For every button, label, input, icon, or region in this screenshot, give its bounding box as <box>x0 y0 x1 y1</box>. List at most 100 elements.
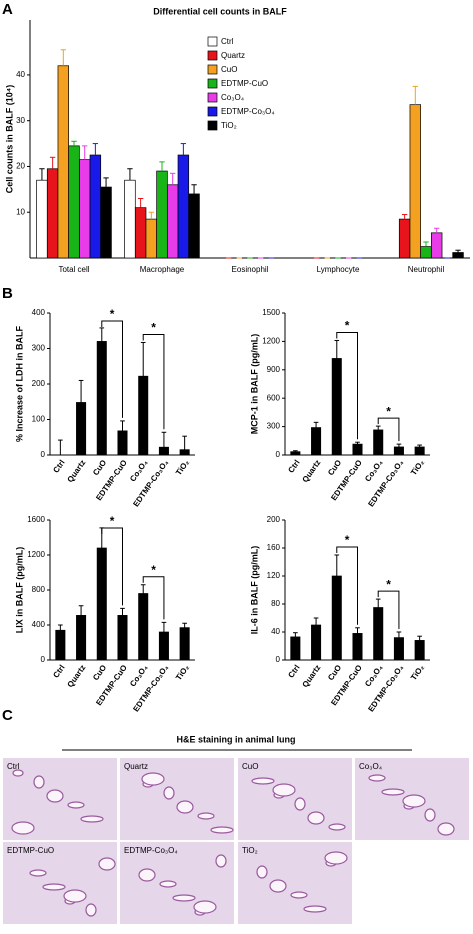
significance-bracket <box>336 546 358 625</box>
bar <box>46 168 59 259</box>
bar <box>145 218 158 259</box>
error-bar <box>355 627 360 634</box>
significance-label: * <box>151 321 156 335</box>
error-bar <box>401 214 408 220</box>
x-tick-label: Quartz <box>66 458 88 484</box>
airway <box>193 900 217 914</box>
airway <box>67 801 85 809</box>
error-bar <box>92 143 99 156</box>
bar <box>311 427 322 456</box>
y-tick-label: 40 <box>16 70 25 79</box>
airway <box>215 854 227 868</box>
bar <box>124 179 136 259</box>
error-bar <box>417 444 422 447</box>
significance-bracket <box>377 590 400 629</box>
x-tick-label: Total cell <box>58 265 89 274</box>
bar <box>156 170 168 259</box>
airway <box>256 865 268 879</box>
x-tick-label: Co₃O₄ <box>128 458 149 483</box>
significance-bracket <box>142 333 165 430</box>
bar <box>393 446 404 456</box>
airway <box>424 808 436 822</box>
bar <box>414 446 425 456</box>
y-tick-label: 1600 <box>27 515 45 524</box>
bar <box>158 446 169 456</box>
x-tick-label: Ctrl <box>286 458 301 474</box>
error-bar <box>293 450 298 452</box>
bar <box>68 145 80 259</box>
error-bar <box>161 431 167 448</box>
image-label: CuO <box>242 762 258 771</box>
airway <box>163 786 175 800</box>
error-bar <box>313 421 319 428</box>
error-bar <box>39 168 45 181</box>
airway <box>307 811 325 825</box>
x-tick-label: TiO₂ <box>174 663 191 682</box>
y-tick-label: 400 <box>32 620 46 629</box>
bar <box>166 184 179 259</box>
image-label: Ctrl <box>7 762 20 771</box>
y-tick-label: 300 <box>267 422 281 431</box>
bar <box>373 607 384 661</box>
airway <box>11 821 35 835</box>
histology-image <box>3 842 117 924</box>
airway <box>290 891 308 899</box>
bar <box>420 246 432 259</box>
error-bar <box>103 177 109 188</box>
legend-swatch <box>207 50 218 61</box>
bar <box>76 615 87 661</box>
airway <box>98 857 116 871</box>
y-tick-label: 300 <box>32 344 46 353</box>
legend-label: TiO₂ <box>221 121 237 130</box>
bar <box>393 637 404 661</box>
x-tick-label: Quartz <box>301 458 323 484</box>
airway <box>176 800 194 814</box>
y-axis-label: MCP-1 in BALF (pg/mL) <box>249 334 259 435</box>
y-tick-label: 160 <box>267 543 281 552</box>
image-label: Co₃O₄ <box>359 762 382 771</box>
bar <box>352 633 363 661</box>
bar <box>290 451 301 456</box>
panel-letter: B <box>2 285 13 302</box>
bar <box>290 636 301 661</box>
y-tick-label: 30 <box>16 116 25 125</box>
histology-image <box>120 758 234 840</box>
error-bar <box>161 621 167 632</box>
error-bar <box>127 168 133 181</box>
bar <box>409 104 422 259</box>
legend-swatch <box>207 92 218 103</box>
error-bar <box>412 85 418 105</box>
x-tick-label: Ctrl <box>286 663 301 679</box>
x-tick-label: Co₃O₄ <box>363 663 384 688</box>
legend-swatch <box>207 36 218 47</box>
airway <box>85 903 97 917</box>
y-tick-label: 0 <box>41 450 46 459</box>
y-tick-label: 1500 <box>262 308 280 317</box>
bar <box>57 65 70 259</box>
x-tick-label: Eosinophil <box>232 265 269 274</box>
airway <box>210 826 234 834</box>
bar <box>117 430 128 456</box>
x-tick-label: CuO <box>91 663 108 682</box>
bar <box>158 631 169 661</box>
error-bar <box>99 327 105 342</box>
error-bar <box>159 161 165 172</box>
y-tick-label: 0 <box>276 450 281 459</box>
airway <box>197 812 215 820</box>
error-bar <box>58 624 63 631</box>
panel-letter: A <box>2 1 13 18</box>
legend-label: Quartz <box>221 51 245 60</box>
y-tick-label: 80 <box>271 599 280 608</box>
error-bar <box>71 140 77 146</box>
y-tick-label: 100 <box>32 415 46 424</box>
airway <box>12 769 24 777</box>
error-bar <box>355 441 360 445</box>
error-bar <box>78 605 84 616</box>
y-tick-label: 1200 <box>262 337 280 346</box>
error-bar <box>58 439 63 455</box>
bar <box>177 154 190 259</box>
y-tick-label: 10 <box>16 207 25 216</box>
significance-bracket <box>101 320 123 418</box>
airway <box>272 783 296 797</box>
panel-letter: C <box>2 707 13 724</box>
